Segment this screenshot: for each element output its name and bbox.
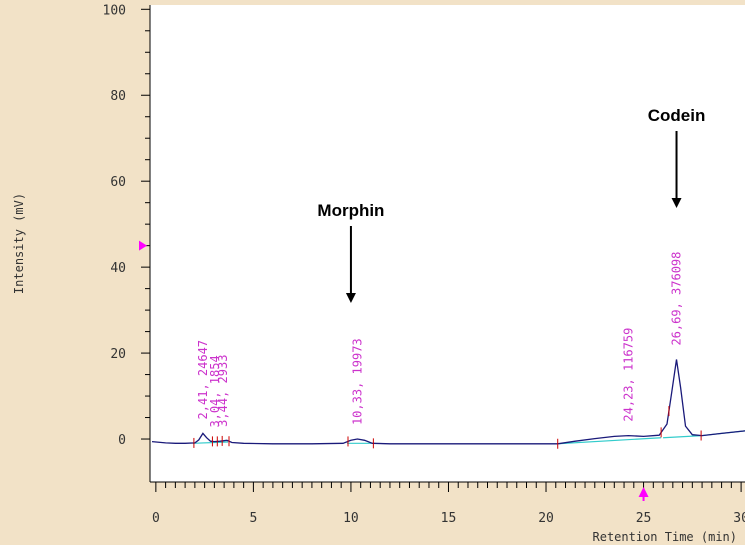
- peak-annotation: Codein: [648, 106, 706, 125]
- x-axis-title: Retention Time (min): [593, 530, 738, 544]
- baseline-segment: [557, 437, 662, 445]
- x-tick-label: 15: [441, 511, 457, 526]
- y-tick-label: 80: [110, 89, 126, 104]
- x-tick-label: 25: [636, 511, 652, 526]
- peak-label: 3,04, 1854: [208, 355, 222, 427]
- x-tick-label: 0: [152, 511, 160, 526]
- y-tick-label: 100: [103, 3, 126, 18]
- peak-label: 24,23, 116759: [622, 328, 636, 422]
- peak-label: 10,33, 19973: [350, 338, 364, 425]
- y-tick-label: 0: [118, 433, 126, 448]
- x-tick-label: 10: [343, 511, 359, 526]
- x-tick-label: 5: [249, 511, 257, 526]
- x-tick-label: 20: [538, 511, 554, 526]
- chromatogram-trace: [151, 359, 745, 445]
- y-marker: [139, 240, 147, 251]
- peak-annotation: Morphin: [317, 201, 384, 220]
- y-tick-label: 20: [110, 347, 126, 362]
- annotation-arrow-head: [671, 198, 682, 208]
- x-tick-label: 30: [733, 511, 745, 526]
- plot-area: [150, 5, 745, 482]
- annotation-arrow-head: [345, 293, 356, 303]
- x-marker-head: [638, 487, 649, 497]
- y-tick-label: 40: [110, 261, 126, 276]
- y-axis-title: Intensity (mV): [12, 193, 26, 294]
- peak-label: 2,41, 24647: [196, 340, 210, 419]
- peak-label: 26,69, 376098: [670, 252, 684, 346]
- peak-label: 3,44, 2933: [216, 355, 230, 427]
- y-tick-label: 60: [110, 175, 126, 190]
- baseline-segment: [663, 434, 703, 439]
